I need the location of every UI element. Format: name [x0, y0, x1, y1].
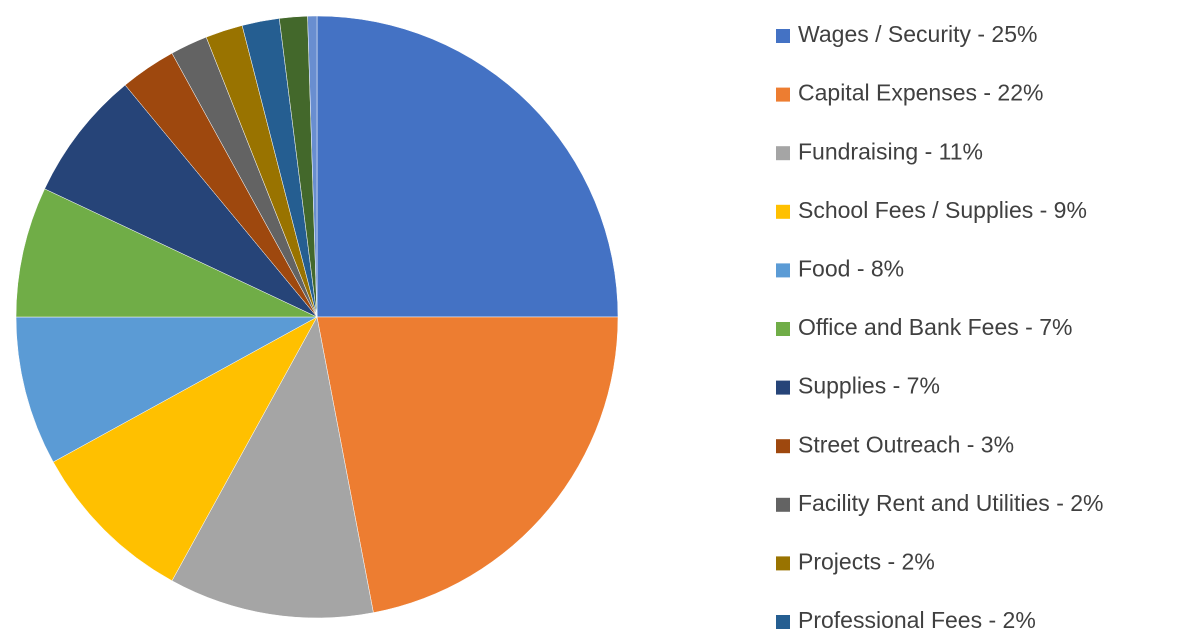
legend-label: Office and Bank Fees - 7%: [798, 314, 1072, 340]
pie-slice: [15, 188, 318, 318]
pie-slice: [44, 84, 318, 318]
legend-label: Capital Expenses - 22%: [798, 80, 1043, 106]
legend-label: Supplies - 7%: [798, 373, 940, 399]
legend-swatch: [776, 146, 790, 161]
legend-swatch: [776, 29, 790, 43]
legend-swatch: [776, 380, 790, 395]
legend-label: Facility Rent and Utilities - 2%: [798, 490, 1104, 516]
legend-swatch: [776, 615, 790, 629]
pie-slice: [52, 316, 318, 582]
legend-label: Street Outreach - 3%: [798, 431, 1014, 457]
pie-slice: [307, 15, 318, 318]
pie-slice: [316, 316, 619, 613]
legend-label: Fundraising - 11%: [798, 138, 983, 164]
legend-swatch: [776, 263, 790, 278]
legend-label: Food - 8%: [798, 255, 904, 281]
pie-slice: [316, 15, 619, 318]
legend-label: School Fees / Supplies - 9%: [798, 197, 1087, 223]
legend-swatch: [776, 87, 790, 102]
pie-slice: [15, 316, 318, 463]
legend-label: Professional Fees - 2%: [798, 607, 1036, 633]
legend-swatch: [776, 204, 790, 219]
legend-swatch: [776, 556, 790, 571]
legend-label: Wages / Security - 25%: [798, 21, 1037, 47]
legend-swatch: [776, 322, 790, 336]
legend-swatch: [776, 439, 790, 454]
pie-slice: [171, 316, 374, 619]
legend-label: Projects - 2%: [798, 548, 935, 574]
legend-swatch: [776, 497, 790, 512]
